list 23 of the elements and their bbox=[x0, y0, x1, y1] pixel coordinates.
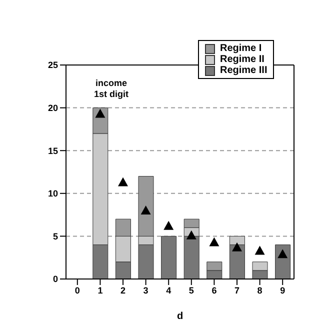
x-tick-label: 4 bbox=[166, 285, 172, 296]
x-tick-label: 2 bbox=[120, 285, 126, 296]
y-tick-label: 0 bbox=[52, 274, 58, 284]
bar bbox=[161, 236, 177, 279]
legend-label: Regime I bbox=[220, 43, 262, 54]
y-tick-label: 10 bbox=[48, 188, 58, 199]
y-tick-label: 15 bbox=[48, 146, 58, 156]
x-tick-label: 9 bbox=[280, 285, 286, 296]
y-tick-label: 25 bbox=[48, 60, 58, 70]
y-tick-label: 5 bbox=[52, 231, 58, 242]
legend-label: Regime III bbox=[220, 65, 268, 76]
x-tick-label: 6 bbox=[212, 285, 217, 296]
annotation: income 1st digit bbox=[94, 78, 129, 100]
x-tick-label: 1 bbox=[98, 285, 103, 296]
x-tick-label: 0 bbox=[74, 285, 80, 296]
x-tick-label: 3 bbox=[143, 285, 148, 296]
x-tick-label: 7 bbox=[234, 285, 240, 296]
bar bbox=[275, 244, 291, 279]
y-tick-label: 20 bbox=[48, 102, 58, 113]
x-tick-label: 8 bbox=[257, 285, 262, 296]
legend-label: Regime II bbox=[220, 54, 264, 65]
x-tick-label: 5 bbox=[188, 285, 194, 296]
x-axis-title: d bbox=[176, 311, 184, 322]
